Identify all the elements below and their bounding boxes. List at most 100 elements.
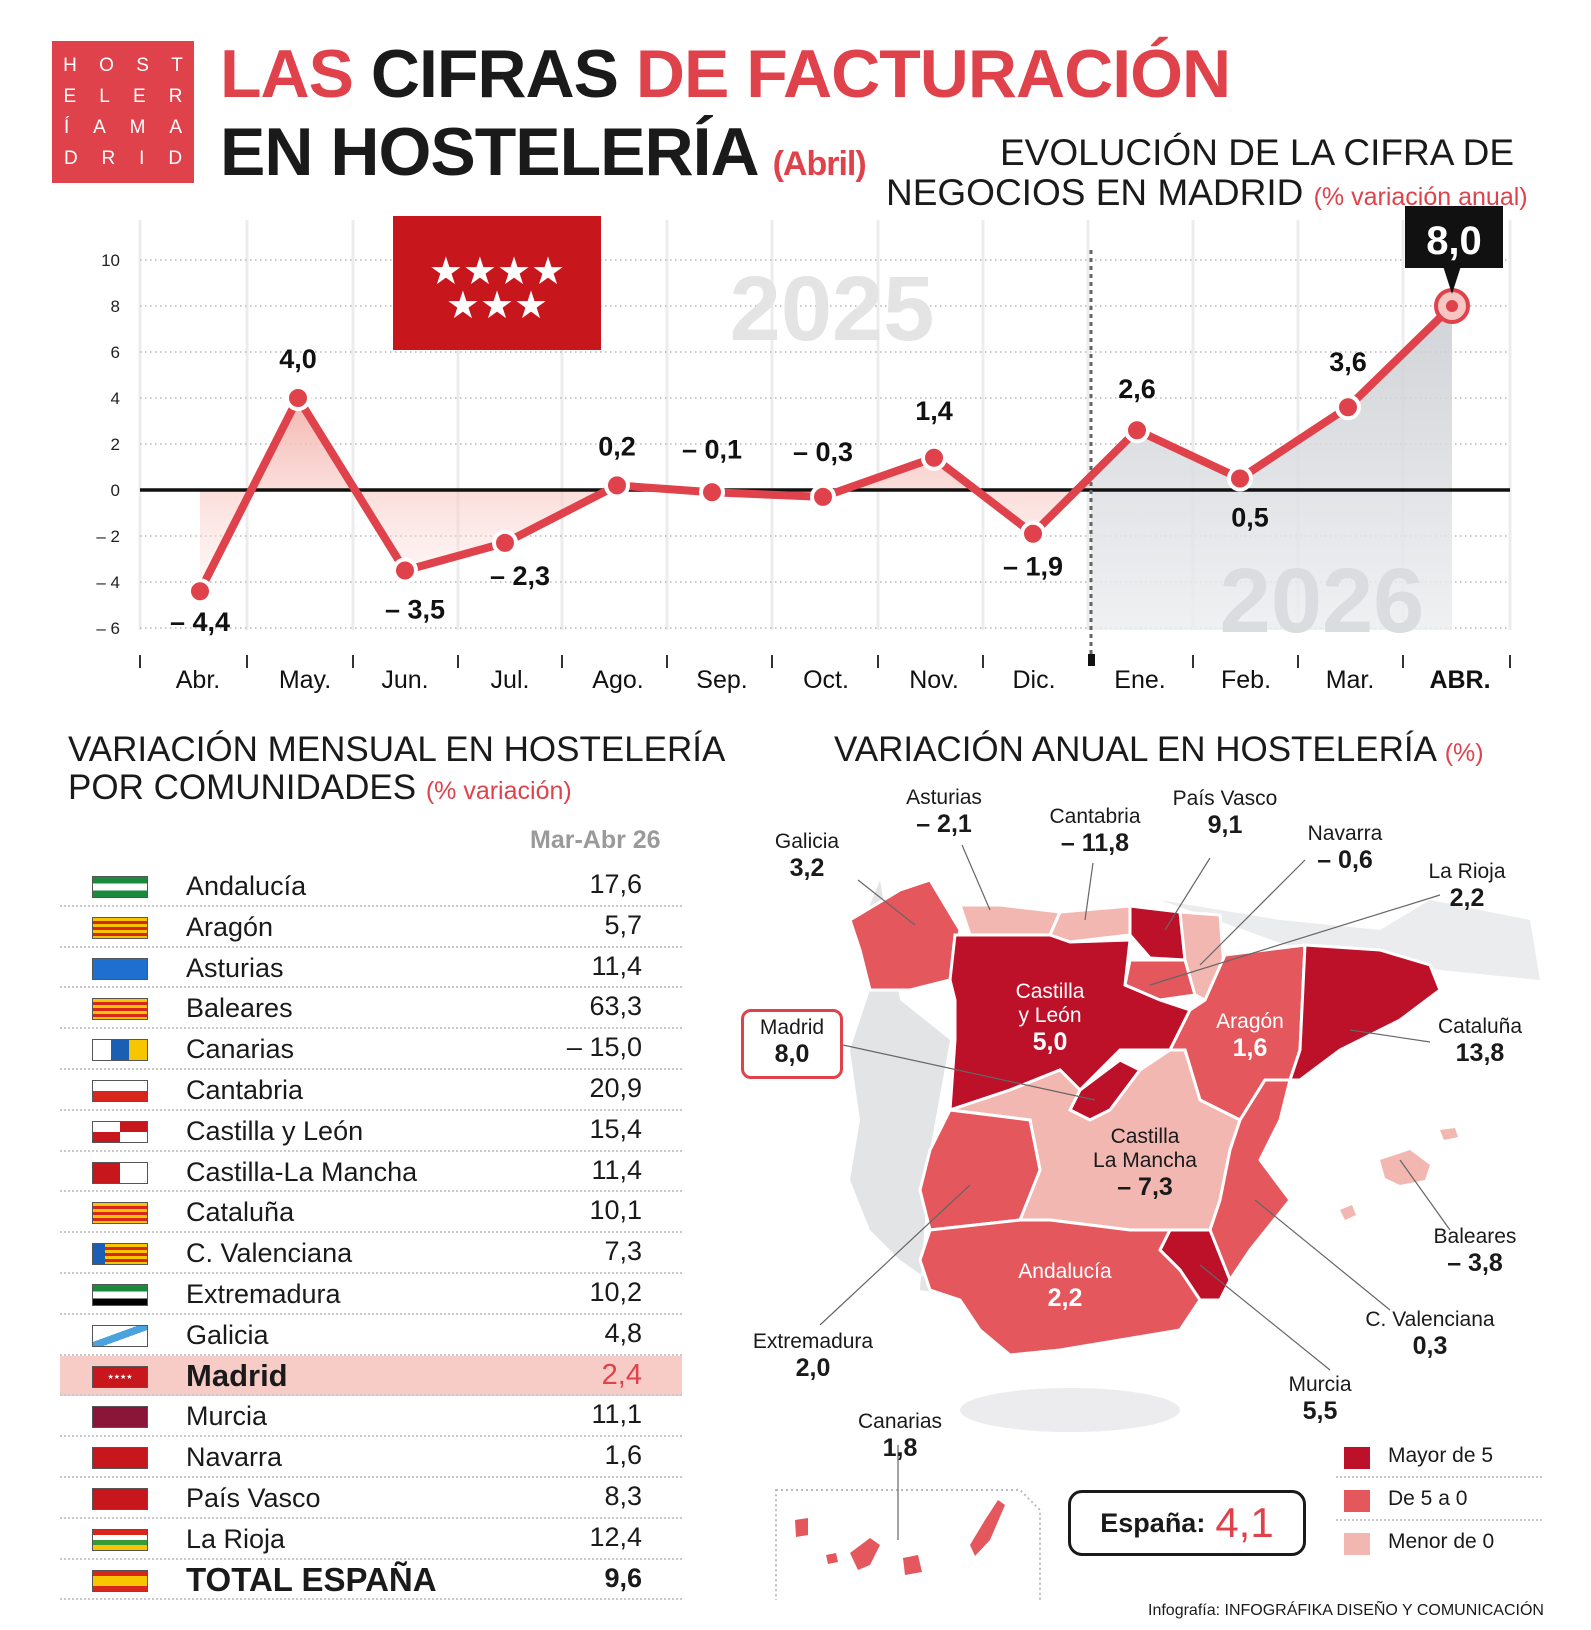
- table-row: Murcia 11,1: [60, 1396, 682, 1438]
- legend-swatch: [1344, 1533, 1370, 1555]
- region-name: La Rioja: [186, 1523, 286, 1554]
- region-flag-icon: [92, 1569, 148, 1592]
- flag-stars-row2: ★★★: [446, 283, 548, 327]
- region-value: 7,3: [604, 1236, 642, 1267]
- region-name: Extremadura: [186, 1278, 341, 1309]
- leader-line: [1164, 857, 1211, 931]
- map-label-cataluna: Cataluña 13,8: [1437, 1015, 1523, 1068]
- region-c-valenciana: [1208, 1078, 1292, 1284]
- x-tick-label: Oct.: [803, 666, 849, 694]
- map-label-c-valenciana: C. Valenciana 0,3: [1365, 1308, 1495, 1361]
- region-value: 11,1: [591, 1399, 642, 1430]
- data-point: [492, 529, 518, 556]
- data-label: 2,6: [1118, 374, 1156, 404]
- map-label-la-rioja: La Rioja 2,2: [1428, 860, 1506, 913]
- area-2025: [200, 398, 1091, 592]
- region-andalucia: [918, 1218, 1202, 1357]
- map-leader-lines: [819, 844, 1451, 1540]
- data-point: [285, 385, 311, 411]
- data-point: [1335, 394, 1361, 421]
- legend-item-mid: De 5 a 0: [1336, 1481, 1542, 1521]
- leader-line: [1349, 1029, 1431, 1043]
- region-value: 10,1: [589, 1195, 642, 1226]
- region-name: Cantabria: [186, 1074, 304, 1105]
- table-row: C. Valenciana 7,3: [60, 1233, 682, 1274]
- y-tick-label: – 2: [96, 527, 120, 546]
- x-tick-label: Feb.: [1221, 666, 1271, 694]
- x-tick-label: ABR.: [1429, 666, 1490, 694]
- map-label-extremadura: Extremadura 2,0: [752, 1330, 874, 1383]
- data-point: [699, 479, 725, 506]
- x-tick-label: Dic.: [1012, 666, 1055, 694]
- region-value: 17,6: [589, 869, 642, 899]
- x-tick-label: Ago.: [592, 666, 643, 694]
- region-value: 63,3: [589, 991, 642, 1022]
- region-flag-icon: [92, 1487, 148, 1510]
- region-flag-icon: [92, 916, 148, 939]
- canarias-inset-frame: [775, 1489, 1041, 1600]
- data-label: 0,5: [1231, 503, 1269, 533]
- y-tick-label: – 4: [96, 573, 120, 592]
- region-galicia: [848, 878, 962, 992]
- y-tick-label: 2: [111, 435, 120, 454]
- region-baleares-ibiza: [1340, 1205, 1356, 1220]
- region-name: Galicia: [186, 1319, 269, 1350]
- region-value: 2,4: [601, 1358, 642, 1391]
- map-label-pais-vasco: País Vasco 9,1: [1172, 787, 1278, 840]
- madrid-flag-field: [393, 216, 601, 350]
- region-name: Cataluña: [186, 1197, 295, 1228]
- data-label-highlight: 8,0: [1426, 219, 1482, 263]
- table-row: TOTAL ESPAÑA 9,6: [60, 1560, 682, 1601]
- chart-x-labels: Abr. May. Jun. Jul. Ago. Sep. Oct. Nov. Dic. Ene.…: [176, 666, 1491, 694]
- table-row: ★★★★ Madrid 2,4: [60, 1355, 682, 1397]
- canarias-island: [850, 1538, 880, 1570]
- data-point: [1227, 465, 1253, 492]
- chart-points: – 4,4 4,0 – 3,5 – 2,3 0,2 – 0,1 – 0,3 1,4 – 1,9 2…: [170, 206, 1503, 637]
- table-row: Canarias – 15,0: [60, 1029, 682, 1070]
- map-label-castilla-la-mancha: Castilla La Mancha – 7,3: [1093, 1125, 1197, 1202]
- data-point: [604, 472, 630, 499]
- france-shape: [1160, 900, 1540, 980]
- y-tick-label: 0: [111, 481, 120, 500]
- x-tick-label: May.: [279, 666, 331, 694]
- highlight-callout: [1405, 206, 1503, 268]
- region-name: Castilla y León: [186, 1115, 364, 1146]
- chart-area-fill: [200, 306, 1452, 630]
- data-label: – 2,3: [490, 561, 550, 591]
- table-row: Andalucía 17,6: [60, 866, 682, 907]
- spain-choropleth-map: [775, 844, 1540, 1600]
- region-flag-icon: [92, 1079, 148, 1102]
- region-flag-icon: [92, 1283, 148, 1306]
- map-label-aragon: Aragón 1,6: [1216, 1010, 1284, 1063]
- region-asturias: [957, 903, 1063, 937]
- map-label-madrid: Madrid 8,0: [741, 1009, 843, 1079]
- data-point: [810, 483, 836, 510]
- region-name: C. Valenciana: [186, 1238, 353, 1269]
- region-name: Baleares: [186, 993, 293, 1024]
- data-label: – 1,9: [1003, 552, 1063, 582]
- table-row: Castilla y León 15,4: [60, 1111, 682, 1152]
- x-tick-label: Jul.: [491, 666, 530, 694]
- y-tick-label: 8: [111, 297, 120, 316]
- legend-swatch: [1344, 1447, 1370, 1469]
- y-tick-label: 4: [111, 389, 120, 408]
- region-value: 9,6: [604, 1562, 642, 1593]
- region-name: Navarra: [186, 1442, 283, 1473]
- region-flag-icon: [92, 1447, 148, 1470]
- region-name: Andalucía: [186, 871, 307, 901]
- region-flag-icon: [92, 957, 148, 980]
- data-label: – 0,1: [682, 434, 742, 464]
- region-flag-icon: [92, 1120, 148, 1143]
- chart-title-line1: EVOLUCIÓN DE LA CIFRA DE: [1000, 132, 1515, 173]
- region-name: Canarias: [186, 1034, 295, 1065]
- region-flag-icon: [92, 1243, 148, 1266]
- leader-line: [1149, 894, 1441, 986]
- table-row: Cataluña 10,1: [60, 1192, 682, 1234]
- leader-line: [1199, 859, 1306, 966]
- region-flag-icon: ★★★★: [92, 1365, 148, 1388]
- region-name: Murcia: [186, 1401, 268, 1432]
